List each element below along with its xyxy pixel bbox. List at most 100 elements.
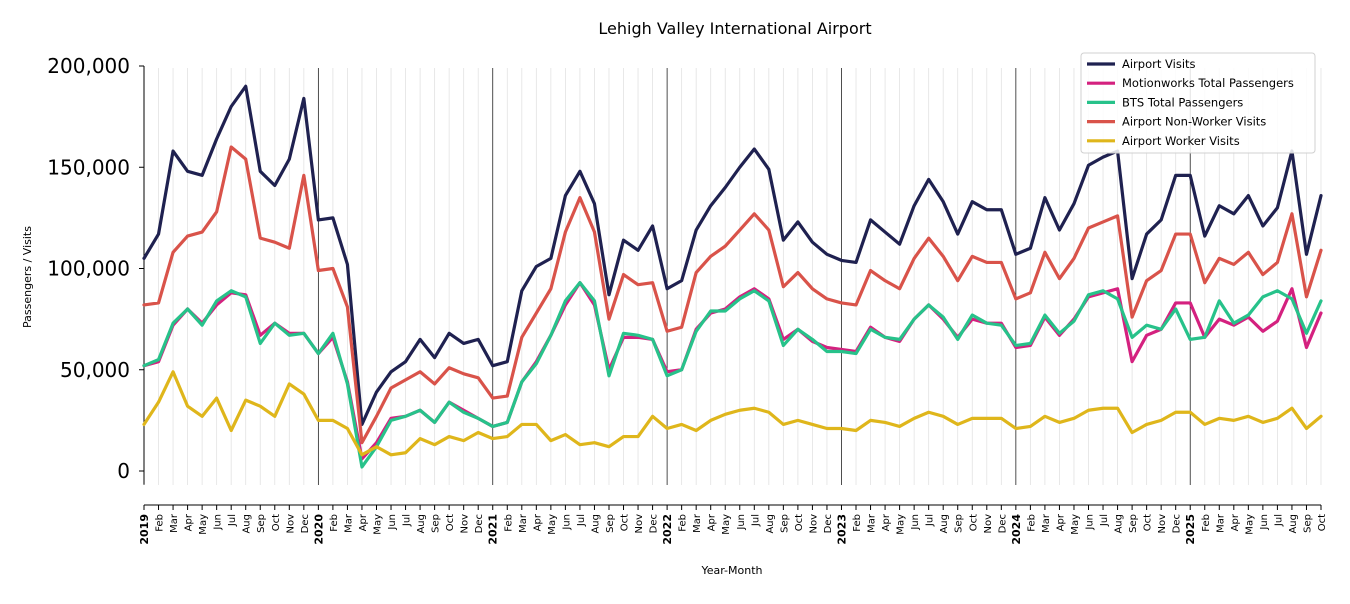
legend-label: Airport Worker Visits <box>1122 134 1240 148</box>
x-tick-label: Feb <box>852 514 863 532</box>
x-tick-label: Jul <box>750 514 761 527</box>
x-tick-label: Nov <box>460 514 471 534</box>
series-line-4 <box>142 370 1323 457</box>
x-tick-label: Mar <box>1215 513 1226 533</box>
x-tick-label: Oct <box>445 514 456 531</box>
x-tick-label: Dec <box>474 514 485 533</box>
x-tick-label: May <box>1070 514 1081 535</box>
x-tick-year-label: 2022 <box>661 514 674 545</box>
chart-title: Lehigh Valley International Airport <box>598 19 871 38</box>
series-line-1 <box>142 281 1323 461</box>
x-tick-label: Aug <box>1114 514 1125 534</box>
x-tick-label: Jun <box>736 514 747 531</box>
legend-label: Motionworks Total Passengers <box>1122 76 1294 90</box>
x-tick-label: Aug <box>939 514 950 534</box>
x-tick-label: Jul <box>576 514 587 527</box>
y-tick-label: 100,000 <box>47 257 130 281</box>
x-tick-label: Apr <box>184 513 195 531</box>
x-tick-label: Sep <box>605 514 616 533</box>
x-tick-label: Oct <box>1317 514 1328 531</box>
legend-label: BTS Total Passengers <box>1122 95 1243 109</box>
y-tick-label: 150,000 <box>47 155 130 179</box>
x-tick-label: Oct <box>794 514 805 531</box>
x-tick-label: Dec <box>1172 514 1183 533</box>
x-tick-label: Aug <box>416 514 427 534</box>
x-tick-year-label: 2025 <box>1184 514 1197 545</box>
x-tick-label: Feb <box>155 514 166 532</box>
x-tick-label: May <box>896 514 907 535</box>
x-tick-label: Jul <box>227 514 238 527</box>
x-tick-label: Nov <box>808 514 819 534</box>
x-tick-year-label: 2020 <box>312 514 325 545</box>
x-tick-label: Apr <box>707 513 718 531</box>
x-tick-label: May <box>372 514 383 535</box>
x-tick-label: Nov <box>983 514 994 534</box>
series-line-3 <box>142 145 1323 445</box>
x-tick-label: Oct <box>620 514 631 531</box>
x-tick-label: Jul <box>1099 514 1110 527</box>
x-tick-label: Dec <box>997 514 1008 533</box>
x-tick-label: Jul <box>925 514 936 527</box>
x-tick-label: Sep <box>431 514 442 533</box>
series-line-0 <box>142 84 1323 427</box>
x-tick-label: Apr <box>1055 513 1066 531</box>
x-tick-label: May <box>547 514 558 535</box>
x-tick-label: Feb <box>1201 514 1212 532</box>
x-tick-year-label: 2024 <box>1010 514 1023 545</box>
x-tick-label: Nov <box>1157 514 1168 534</box>
x-tick-label: Oct <box>271 514 282 531</box>
series-line-2 <box>142 281 1323 469</box>
x-tick-label: Mar <box>169 513 180 533</box>
x-tick-label: Nov <box>634 514 645 534</box>
legend: Airport Visits Motionworks Total Passenge… <box>1080 52 1316 154</box>
legend-label: Airport Visits <box>1122 57 1196 71</box>
x-tick-label: Aug <box>1288 514 1299 534</box>
legend-box <box>1080 52 1316 154</box>
x-tick-label: Jun <box>561 514 572 531</box>
y-axis: 0 50,000 100,000 150,000 200,000 <box>47 54 145 485</box>
x-tick-label: Dec <box>649 514 660 533</box>
x-tick-label: Dec <box>300 514 311 533</box>
x-tick-label: Jul <box>1273 514 1284 527</box>
x-tick-label: May <box>198 514 209 535</box>
x-tick-label: Apr <box>881 513 892 531</box>
x-tick-label: Aug <box>242 514 253 534</box>
y-tick-label: 0 <box>117 459 130 483</box>
x-axis: 2019 Feb Mar Apr May Jun Jul Aug Sep Oct Nov Dec 202… <box>138 504 1328 545</box>
x-tick-label: Mar <box>343 513 354 533</box>
x-tick-label: Jun <box>910 514 921 531</box>
x-tick-label: Dec <box>823 514 834 533</box>
x-tick-label: Jun <box>1259 514 1270 531</box>
x-tick-year-label: 2021 <box>487 514 500 545</box>
x-tick-label: Mar <box>867 513 878 533</box>
x-tick-label: Oct <box>1143 514 1154 531</box>
x-tick-label: Sep <box>779 514 790 533</box>
x-tick-label: Feb <box>503 514 514 532</box>
x-tick-label: Aug <box>590 514 601 534</box>
x-tick-year-label: 2019 <box>138 514 151 545</box>
x-tick-label: May <box>721 514 732 535</box>
y-tick-label: 50,000 <box>60 358 130 382</box>
x-tick-label: Jun <box>1085 514 1096 531</box>
x-tick-label: Jul <box>402 514 413 527</box>
x-tick-label: May <box>1244 514 1255 535</box>
x-tick-label: Jun <box>387 514 398 531</box>
x-tick-label: Mar <box>692 513 703 533</box>
series-lines <box>142 84 1323 469</box>
x-tick-label: Oct <box>968 514 979 531</box>
y-axis-label: Passengers / Visits <box>21 226 34 328</box>
x-tick-label: Sep <box>1302 514 1313 533</box>
x-tick-label: Jun <box>213 514 224 531</box>
x-tick-label: Feb <box>329 514 340 532</box>
x-tick-label: Apr <box>532 513 543 531</box>
x-tick-label: Sep <box>256 514 267 533</box>
x-tick-label: Sep <box>954 514 965 533</box>
x-tick-label: Nov <box>285 514 296 534</box>
x-tick-label: Mar <box>518 513 529 533</box>
x-tick-label: Sep <box>1128 514 1139 533</box>
y-tick-label: 200,000 <box>47 54 130 78</box>
x-tick-year-label: 2023 <box>835 514 848 545</box>
x-tick-label: Aug <box>765 514 776 534</box>
